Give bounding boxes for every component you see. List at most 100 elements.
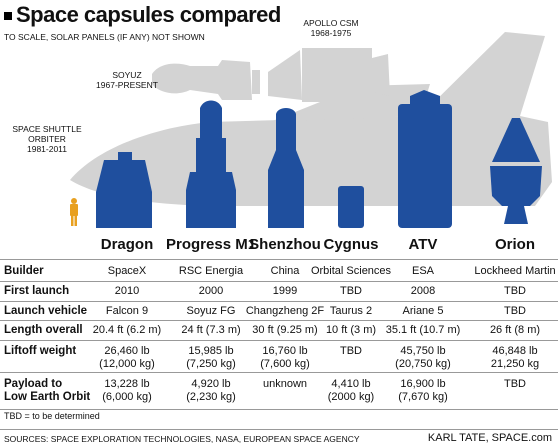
table-cell-line: Changzheng 2F: [245, 305, 325, 317]
apollo-silhouette: [268, 48, 390, 102]
table-cell-line: 4,920 lb: [191, 378, 231, 390]
row-label-line: Low Earth Orbit: [4, 391, 91, 403]
row-label: Launch vehicle: [4, 305, 87, 318]
table-cell-line: Falcon 9: [105, 305, 149, 317]
table-cell-line: China: [270, 265, 300, 277]
footer-rule: [0, 429, 558, 430]
table-cell: 46,848 lb 21,250 kg: [470, 345, 558, 371]
table-cell-line: TBD: [340, 345, 362, 357]
table-cell: Orbital Sciences: [306, 265, 396, 278]
table-cell-line: 26 ft (8 m): [489, 324, 541, 336]
apollo-name: APOLLO CSM: [303, 18, 359, 28]
table-cell: 24 ft (7.3 m): [166, 324, 256, 337]
table-cell-line: TBD: [340, 285, 362, 297]
table-cell-line: (20,750 kg): [395, 358, 451, 370]
soyuz-years: 1967-PRESENT: [96, 80, 158, 90]
table-cell: 4,410 lb (2000 kg): [306, 378, 396, 404]
table-cell: Taurus 2: [306, 305, 396, 318]
apollo-label: APOLLO CSM 1968-1975: [290, 18, 372, 38]
table-cell-line: 2008: [410, 285, 436, 297]
table-row-divider: [0, 281, 558, 282]
shuttle-label: SPACE SHUTTLE ORBITER 1981-2011: [4, 124, 90, 154]
row-label-line: First launch: [4, 285, 70, 297]
table-cell-line: SpaceX: [107, 265, 147, 277]
table-cell-line: 16,900 lb: [400, 378, 446, 390]
soyuz-label: SOYUZ 1967-PRESENT: [86, 70, 168, 90]
table-cell-line: Ariane 5: [402, 305, 444, 317]
table-cell-line: 1999: [272, 285, 298, 297]
apollo-years: 1968-1975: [310, 28, 352, 38]
shenzhou-capsule-shape: [268, 108, 304, 228]
shuttle-years: 1981-2011: [26, 144, 68, 154]
dragon-capsule-shape: [96, 152, 152, 228]
table-cell-line: 45,750 lb: [400, 345, 446, 357]
table-cell-line: TBD: [504, 285, 526, 297]
table-cell: 13,228 lb (6,000 kg): [82, 378, 172, 404]
table-cell-line: TBD: [504, 378, 526, 390]
table-cell: TBD: [470, 285, 558, 298]
table-cell: 20.4 ft (6.2 m): [82, 324, 172, 337]
title-text: Space capsules compared: [16, 2, 281, 27]
row-label-line: Payload to: [4, 378, 63, 390]
table-cell: 10 ft (3 m): [306, 324, 396, 337]
table-cell: 4,920 lb (2,230 kg): [166, 378, 256, 404]
cygnus-capsule-shape: [338, 186, 364, 228]
table-cell-line: 26,460 lb: [104, 345, 150, 357]
credit-line: KARL TATE, SPACE.com: [427, 432, 552, 444]
table-cell: 26,460 lb (12,000 kg): [82, 345, 172, 371]
table-cell: SpaceX: [82, 265, 172, 278]
table-cell-line: 16,760 lb: [262, 345, 308, 357]
soyuz-silhouette: [152, 60, 260, 100]
table-row-divider: [0, 320, 558, 321]
graphic-subtitle: TO SCALE, SOLAR PANELS (IF ANY) NOT SHOW…: [4, 32, 205, 42]
table-cell: TBD: [470, 305, 558, 318]
table-cell-line: 10 ft (3 m): [325, 324, 377, 336]
table-cell-line: Orbital Sciences: [310, 265, 392, 277]
table-cell-line: RSC Energia: [178, 265, 244, 277]
shuttle-name-line2: ORBITER: [28, 134, 66, 144]
table-cell: TBD: [306, 345, 396, 358]
table-cell-line: Taurus 2: [329, 305, 373, 317]
row-label-line: Launch vehicle: [4, 305, 88, 317]
table-cell-line: 21,250 kg: [490, 358, 540, 370]
row-label-line: Length overall: [4, 324, 83, 336]
table-cell-line: (7,670 kg): [398, 391, 448, 403]
table-cell-line: (12,000 kg): [99, 358, 155, 370]
table-cell: TBD: [470, 378, 558, 391]
table-row-divider: [0, 372, 558, 373]
table-cell-line: 46,848 lb: [492, 345, 538, 357]
table-cell: 45,750 lb (20,750 kg): [378, 345, 468, 371]
table-cell-line: 15,985 lb: [188, 345, 234, 357]
title-bullet: [4, 12, 12, 21]
table-cell: 2010: [82, 285, 172, 298]
capsule-name-shenzhou: Shenzhou: [249, 236, 321, 253]
table-cell-line: (6,000 kg): [102, 391, 152, 403]
progress-m1-capsule-shape: [186, 100, 236, 228]
table-row-divider: [0, 259, 558, 260]
person-scale-figure: [70, 198, 78, 226]
table-cell-line: (7,600 kg): [260, 358, 310, 370]
table-cell: Falcon 9: [82, 305, 172, 318]
capsule-name-progress-m1: Progress M1: [166, 236, 257, 253]
table-cell: 26 ft (8 m): [470, 324, 558, 337]
capsule-name-cygnus: Cygnus: [323, 236, 379, 253]
table-cell-line: 13,228 lb: [104, 378, 150, 390]
table-cell: 16,900 lb (7,670 kg): [378, 378, 468, 404]
table-cell: Lockheed Martin: [470, 265, 558, 278]
table-cell: Soyuz FG: [166, 305, 256, 318]
row-label-line: Builder: [4, 265, 44, 277]
row-label: First launch: [4, 285, 69, 298]
table-cell-line: (2000 kg): [327, 391, 375, 403]
table-cell: Ariane 5: [378, 305, 468, 318]
row-label: Builder: [4, 265, 44, 278]
table-cell: Changzheng 2F: [240, 305, 330, 318]
table-cell-line: ESA: [411, 265, 434, 277]
table-cell-line: unknown: [262, 378, 308, 390]
table-cell-line: 4,410 lb: [331, 378, 371, 390]
table-cell: 35.1 ft (10.7 m): [378, 324, 468, 337]
table-cell: RSC Energia: [166, 265, 256, 278]
soyuz-name: SOYUZ: [112, 70, 142, 80]
tbd-note: TBD = to be determined: [4, 411, 100, 421]
table-cell-line: Soyuz FG: [186, 305, 236, 317]
table-cell-line: TBD: [504, 305, 526, 317]
